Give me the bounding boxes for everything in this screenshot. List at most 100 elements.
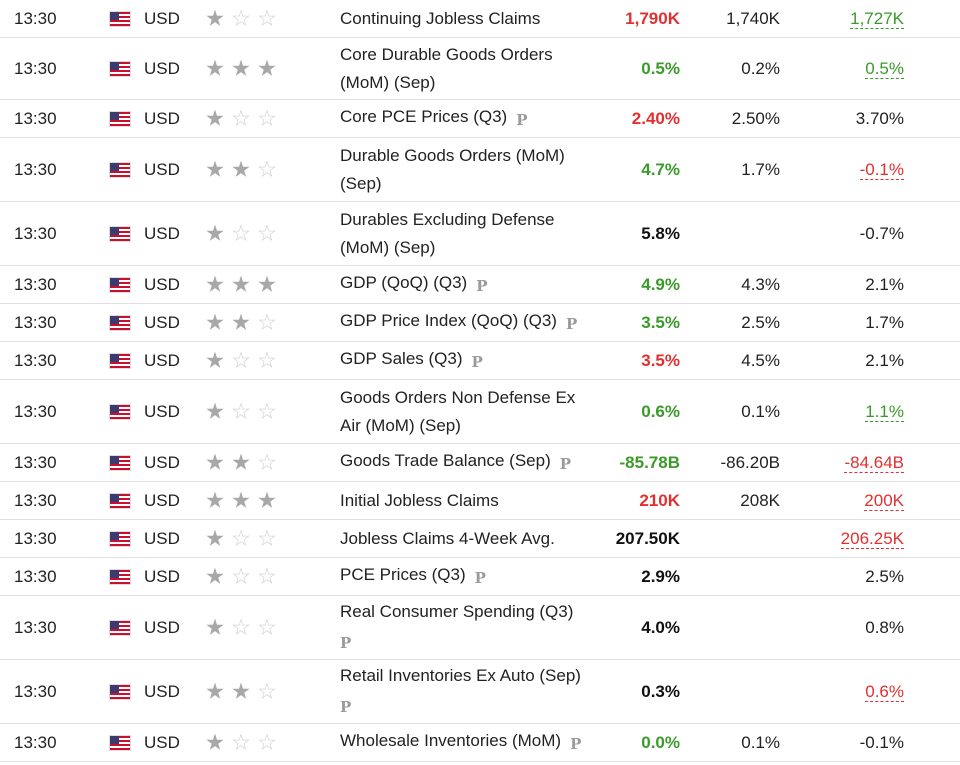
currency-code: USD bbox=[144, 108, 180, 128]
forecast-value: 0.1% bbox=[680, 733, 780, 753]
event-time: 13:30 bbox=[14, 490, 57, 510]
currency-code: USD bbox=[144, 617, 180, 637]
table-row[interactable]: 13:30 USD Core Durable Goods Orders (MoM)… bbox=[0, 38, 960, 100]
importance-stars bbox=[206, 733, 340, 752]
actual-value: 3.5% bbox=[596, 313, 680, 333]
table-row[interactable]: 13:30 USD GDP (QoQ) (Q3) P 4.9% 4.3% 2.1% bbox=[0, 266, 960, 304]
event-name-text: Retail Inventories Ex Auto (Sep) bbox=[340, 666, 581, 685]
preliminary-p-icon: P bbox=[570, 735, 582, 753]
star-icon bbox=[206, 529, 224, 546]
table-row[interactable]: 13:30 USD Jobless Claims 4-Week Avg. 207… bbox=[0, 520, 960, 558]
previous-value: 1.7% bbox=[780, 313, 904, 333]
event-name-text: Core Durable Goods Orders bbox=[340, 44, 553, 64]
table-row[interactable]: 13:30 USD Core PCE Prices (Q3) P 2.40% 2.… bbox=[0, 100, 960, 138]
us-flag-icon bbox=[110, 531, 130, 546]
importance-stars bbox=[206, 351, 340, 370]
previous-value-text: 3.70% bbox=[855, 108, 904, 128]
preliminary-p-icon: P bbox=[516, 111, 528, 129]
us-flag-icon bbox=[110, 684, 130, 699]
event-name[interactable]: GDP Price Index (QoQ) (Q3) P bbox=[340, 307, 596, 338]
event-name[interactable]: Jobless Claims 4-Week Avg. bbox=[340, 525, 596, 553]
table-row[interactable]: 13:30 USD GDP Sales (Q3) P 3.5% 4.5% 2.1% bbox=[0, 342, 960, 380]
forecast-value-text: 4.5% bbox=[741, 350, 780, 370]
table-row[interactable]: 13:30 USD Durable Goods Orders (MoM) (Sep… bbox=[0, 138, 960, 202]
previous-value-text: 1.1% bbox=[865, 401, 904, 422]
importance-stars bbox=[206, 682, 340, 701]
previous-value: 2.1% bbox=[780, 275, 904, 295]
table-row[interactable]: 13:30 USD Goods Trade Balance (Sep) P -85… bbox=[0, 444, 960, 482]
event-name-text: Durables Excluding Defense bbox=[340, 209, 555, 229]
forecast-value: 2.50% bbox=[680, 109, 780, 129]
event-name-text: (Sep) bbox=[340, 173, 382, 193]
event-name[interactable]: Continuing Jobless Claims bbox=[340, 5, 596, 33]
previous-value: -0.1% bbox=[780, 159, 904, 180]
currency-code: USD bbox=[144, 350, 180, 370]
event-name[interactable]: Initial Jobless Claims bbox=[340, 487, 596, 515]
star-icon bbox=[206, 682, 224, 699]
actual-value: 1,790K bbox=[596, 9, 680, 29]
actual-value-text: 2.9% bbox=[641, 566, 680, 586]
currency-code: USD bbox=[144, 159, 180, 179]
event-time: 13:30 bbox=[14, 528, 57, 548]
currency-code: USD bbox=[144, 274, 180, 294]
actual-value-text: 210K bbox=[639, 490, 680, 510]
event-name-text: (MoM) (Sep) bbox=[340, 72, 436, 92]
table-row[interactable]: 13:30 USD Wholesale Inventories (MoM) P 0… bbox=[0, 724, 960, 762]
forecast-value: 4.5% bbox=[680, 351, 780, 371]
event-name[interactable]: Real Consumer Spending (Q3) P bbox=[340, 598, 596, 657]
star-icon bbox=[232, 160, 250, 177]
us-flag-icon bbox=[110, 315, 130, 330]
forecast-value: 1.7% bbox=[680, 160, 780, 180]
previous-value: 1.1% bbox=[780, 401, 904, 422]
event-time: 13:30 bbox=[14, 566, 57, 586]
actual-value-text: 2.40% bbox=[631, 108, 680, 128]
preliminary-p-icon: P bbox=[476, 277, 488, 295]
event-name[interactable]: GDP Sales (Q3) P bbox=[340, 345, 596, 376]
table-row[interactable]: 13:30 USD Real Consumer Spending (Q3) P 4… bbox=[0, 596, 960, 660]
importance-stars bbox=[206, 402, 340, 421]
us-flag-icon bbox=[110, 277, 130, 292]
star-icon bbox=[258, 682, 276, 699]
star-icon bbox=[206, 618, 224, 635]
table-row[interactable]: 13:30 USD GDP Price Index (QoQ) (Q3) P 3.… bbox=[0, 304, 960, 342]
event-name[interactable]: GDP (QoQ) (Q3) P bbox=[340, 269, 596, 300]
actual-value-text: 5.8% bbox=[641, 223, 680, 243]
event-name-text: Air (MoM) (Sep) bbox=[340, 415, 461, 435]
currency-code: USD bbox=[144, 490, 180, 510]
currency-code: USD bbox=[144, 452, 180, 472]
star-icon bbox=[258, 351, 276, 368]
event-name[interactable]: Wholesale Inventories (MoM) P bbox=[340, 727, 596, 758]
us-flag-icon bbox=[110, 493, 130, 508]
forecast-value-text: 0.1% bbox=[741, 732, 780, 752]
event-name[interactable]: Core PCE Prices (Q3) P bbox=[340, 103, 596, 134]
table-row[interactable]: 13:30 USD Retail Inventories Ex Auto (Se… bbox=[0, 660, 960, 724]
event-name-text: Durable Goods Orders (MoM) bbox=[340, 145, 565, 165]
previous-value: 0.5% bbox=[780, 58, 904, 79]
star-icon bbox=[232, 275, 250, 292]
importance-stars bbox=[206, 275, 340, 294]
event-name[interactable]: PCE Prices (Q3) P bbox=[340, 561, 596, 592]
event-name[interactable]: Retail Inventories Ex Auto (Sep) P bbox=[340, 662, 596, 721]
actual-value-text: 4.0% bbox=[641, 617, 680, 637]
event-name[interactable]: Goods Trade Balance (Sep) P bbox=[340, 447, 596, 478]
currency-code: USD bbox=[144, 528, 180, 548]
importance-stars bbox=[206, 9, 340, 28]
event-time: 13:30 bbox=[14, 223, 57, 243]
event-name[interactable]: Goods Orders Non Defense Ex Air (MoM) (Se… bbox=[340, 384, 596, 440]
event-name[interactable]: Core Durable Goods Orders (MoM) (Sep) bbox=[340, 41, 596, 97]
event-name-text: GDP Sales (Q3) bbox=[340, 349, 463, 368]
table-row[interactable]: 13:30 USD PCE Prices (Q3) P 2.9% 2.5% bbox=[0, 558, 960, 596]
table-row[interactable]: 13:30 USD Durables Excluding Defense (MoM… bbox=[0, 202, 960, 266]
table-row[interactable]: 13:30 USD Goods Orders Non Defense Ex Air… bbox=[0, 380, 960, 444]
event-name[interactable]: Durable Goods Orders (MoM) (Sep) bbox=[340, 142, 596, 198]
table-row[interactable]: 13:30 USD Initial Jobless Claims 210K 20… bbox=[0, 482, 960, 520]
star-icon bbox=[232, 529, 250, 546]
actual-value: 5.8% bbox=[596, 224, 680, 244]
forecast-value-text: 2.50% bbox=[731, 108, 780, 128]
actual-value: 0.5% bbox=[596, 59, 680, 79]
actual-value-text: 0.0% bbox=[641, 732, 680, 752]
table-row[interactable]: 13:30 USD Continuing Jobless Claims 1,79… bbox=[0, 0, 960, 38]
preliminary-p-icon: P bbox=[340, 698, 352, 716]
event-time: 13:30 bbox=[14, 452, 57, 472]
event-name[interactable]: Durables Excluding Defense (MoM) (Sep) bbox=[340, 206, 596, 262]
